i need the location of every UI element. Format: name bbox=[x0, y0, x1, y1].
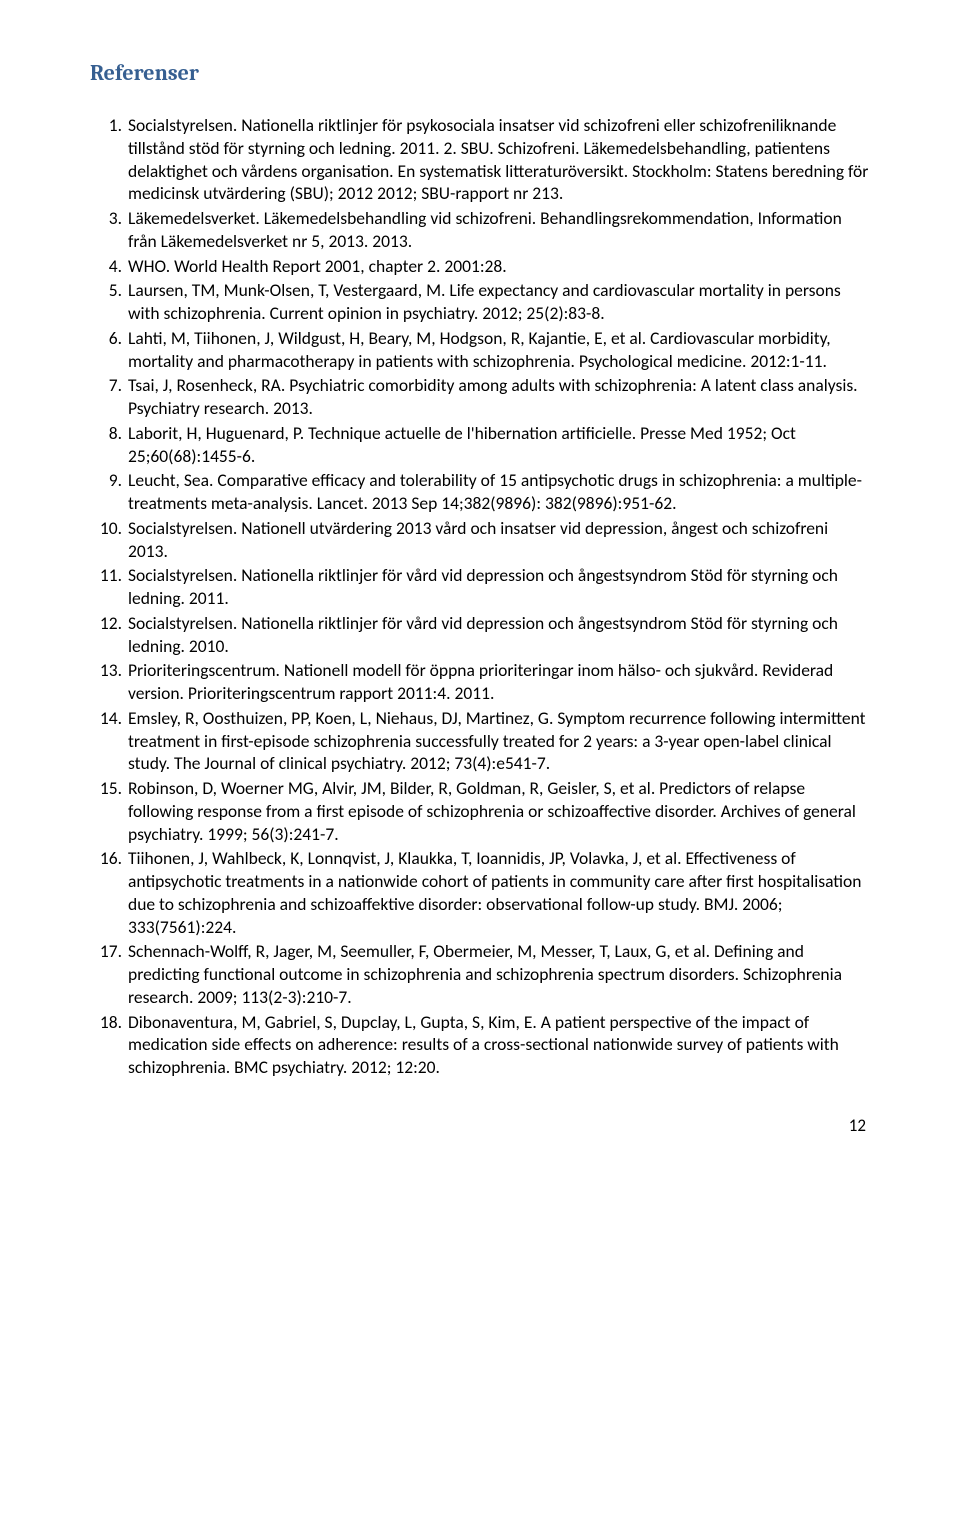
reference-item: Dibonaventura, M, Gabriel, S, Dupclay, L… bbox=[126, 1011, 870, 1079]
reference-item: Robinson, D, Woerner MG, Alvir, JM, Bild… bbox=[126, 777, 870, 845]
reference-item: Laursen, TM, Munk-Olsen, T, Vestergaard,… bbox=[126, 279, 870, 325]
reference-item: Läkemedelsverket. Läkemedelsbehandling v… bbox=[126, 207, 870, 253]
references-heading: Referenser bbox=[90, 60, 870, 86]
reference-item: Lahti, M, Tiihonen, J, Wildgust, H, Bear… bbox=[126, 327, 870, 373]
reference-item: Socialstyrelsen. Nationell utvärdering 2… bbox=[126, 517, 870, 563]
reference-item: Tiihonen, J, Wahlbeck, K, Lonnqvist, J, … bbox=[126, 847, 870, 938]
reference-item: Schennach-Wolff, R, Jager, M, Seemuller,… bbox=[126, 940, 870, 1008]
page-number: 12 bbox=[90, 1115, 870, 1136]
reference-item: Emsley, R, Oosthuizen, PP, Koen, L, Nieh… bbox=[126, 707, 870, 775]
reference-item: Prioriteringscentrum. Nationell modell f… bbox=[126, 659, 870, 705]
reference-item: Socialstyrelsen. Nationella riktlinjer f… bbox=[126, 114, 870, 205]
references-list: Socialstyrelsen. Nationella riktlinjer f… bbox=[90, 114, 870, 1079]
reference-item: Tsai, J, Rosenheck, RA. Psychiatric como… bbox=[126, 374, 870, 420]
document-page: Referenser Socialstyrelsen. Nationella r… bbox=[0, 0, 960, 1196]
reference-item: Socialstyrelsen. Nationella riktlinjer f… bbox=[126, 564, 870, 610]
reference-item: WHO. World Health Report 2001, chapter 2… bbox=[126, 255, 870, 278]
reference-item: Leucht, Sea. Comparative efficacy and to… bbox=[126, 469, 870, 515]
reference-item: Socialstyrelsen. Nationella riktlinjer f… bbox=[126, 612, 870, 658]
reference-item: Laborit, H, Huguenard, P. Technique actu… bbox=[126, 422, 870, 468]
